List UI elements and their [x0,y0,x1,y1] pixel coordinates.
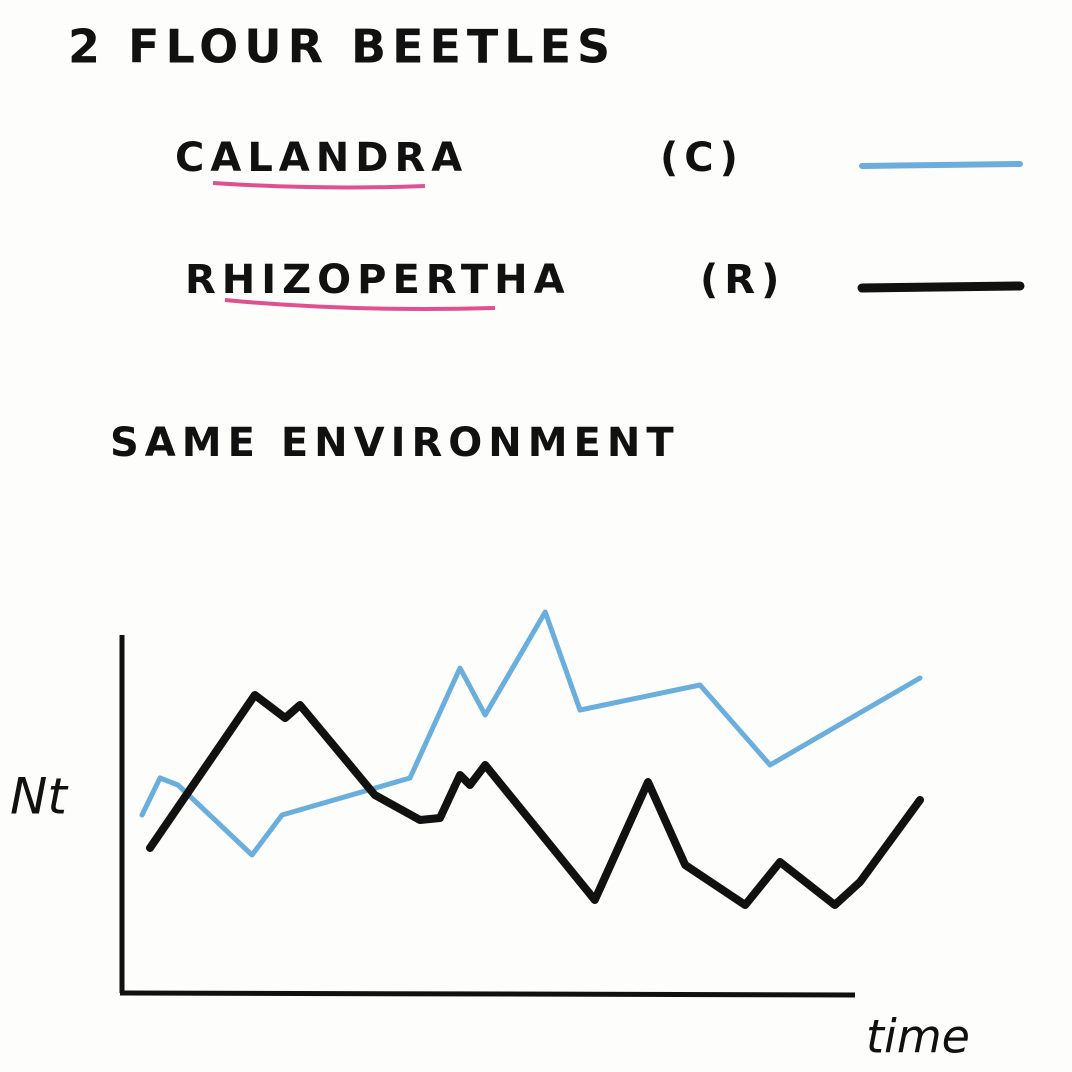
x-axis [120,993,855,995]
legend-abbr: (C) [660,135,744,181]
legend-label: CALANDRA [175,135,468,181]
y-axis-label: Nt [10,768,69,826]
paper [0,0,1072,1072]
legend-abbr: (R) [700,257,785,303]
chart: 2 FLOUR BEETLES SAME ENVIRONMENT Nt time… [0,0,1072,1072]
legend-swatch [862,286,1020,288]
legend-label: RHIZOPERTHA [185,257,571,303]
chart-title: 2 FLOUR BEETLES [68,20,616,74]
subtitle: SAME ENVIRONMENT [110,420,680,466]
x-axis-label: time [866,1010,970,1064]
legend-swatch [862,164,1020,166]
